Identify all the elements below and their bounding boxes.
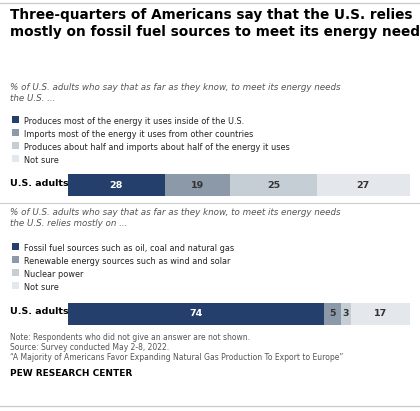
Bar bbox=[230, 174, 317, 196]
Text: Fossil fuel sources such as oil, coal and natural gas: Fossil fuel sources such as oil, coal an… bbox=[24, 244, 234, 253]
Bar bbox=[12, 243, 19, 250]
Text: Note: Respondents who did not give an answer are not shown.: Note: Respondents who did not give an an… bbox=[10, 333, 250, 342]
Text: Imports most of the energy it uses from other countries: Imports most of the energy it uses from … bbox=[24, 130, 253, 139]
Bar bbox=[324, 303, 341, 325]
Text: Renewable energy sources such as wind and solar: Renewable energy sources such as wind an… bbox=[24, 257, 231, 266]
Bar bbox=[317, 174, 410, 196]
Bar bbox=[12, 129, 19, 136]
Text: Not sure: Not sure bbox=[24, 283, 59, 292]
Bar bbox=[68, 174, 165, 196]
Bar bbox=[12, 116, 19, 123]
Text: Produces most of the energy it uses inside of the U.S.: Produces most of the energy it uses insi… bbox=[24, 117, 244, 126]
Text: U.S. adults: U.S. adults bbox=[10, 178, 68, 187]
Text: 74: 74 bbox=[189, 309, 202, 319]
Text: 5: 5 bbox=[329, 309, 336, 319]
Text: Three-quarters of Americans say that the U.S. relies
mostly on fossil fuel sourc: Three-quarters of Americans say that the… bbox=[10, 8, 420, 39]
Text: 28: 28 bbox=[110, 180, 123, 189]
Bar bbox=[165, 174, 230, 196]
Text: 19: 19 bbox=[191, 180, 204, 189]
Bar bbox=[351, 303, 410, 325]
Text: % of U.S. adults who say that as far as they know, to meet its energy needs
the : % of U.S. adults who say that as far as … bbox=[10, 83, 341, 103]
Text: “A Majority of Americans Favor Expanding Natural Gas Production To Export to Eur: “A Majority of Americans Favor Expanding… bbox=[10, 353, 343, 362]
Bar bbox=[12, 155, 19, 162]
Text: Source: Survey conducted May 2-8, 2022.: Source: Survey conducted May 2-8, 2022. bbox=[10, 343, 169, 352]
Text: U.S. adults: U.S. adults bbox=[10, 307, 68, 316]
Text: % of U.S. adults who say that as far as they know, to meet its energy needs
the : % of U.S. adults who say that as far as … bbox=[10, 208, 341, 228]
Bar bbox=[12, 282, 19, 289]
Text: 25: 25 bbox=[267, 180, 280, 189]
Bar bbox=[12, 142, 19, 149]
Text: Produces about half and imports about half of the energy it uses: Produces about half and imports about ha… bbox=[24, 143, 290, 152]
Text: 3: 3 bbox=[343, 309, 349, 319]
Bar bbox=[12, 256, 19, 263]
Text: PEW RESEARCH CENTER: PEW RESEARCH CENTER bbox=[10, 369, 132, 378]
Bar bbox=[341, 303, 351, 325]
Bar bbox=[68, 303, 324, 325]
Text: 27: 27 bbox=[357, 180, 370, 189]
Bar bbox=[12, 269, 19, 276]
Text: Nuclear power: Nuclear power bbox=[24, 270, 84, 279]
Text: Not sure: Not sure bbox=[24, 156, 59, 165]
Text: 17: 17 bbox=[374, 309, 387, 319]
